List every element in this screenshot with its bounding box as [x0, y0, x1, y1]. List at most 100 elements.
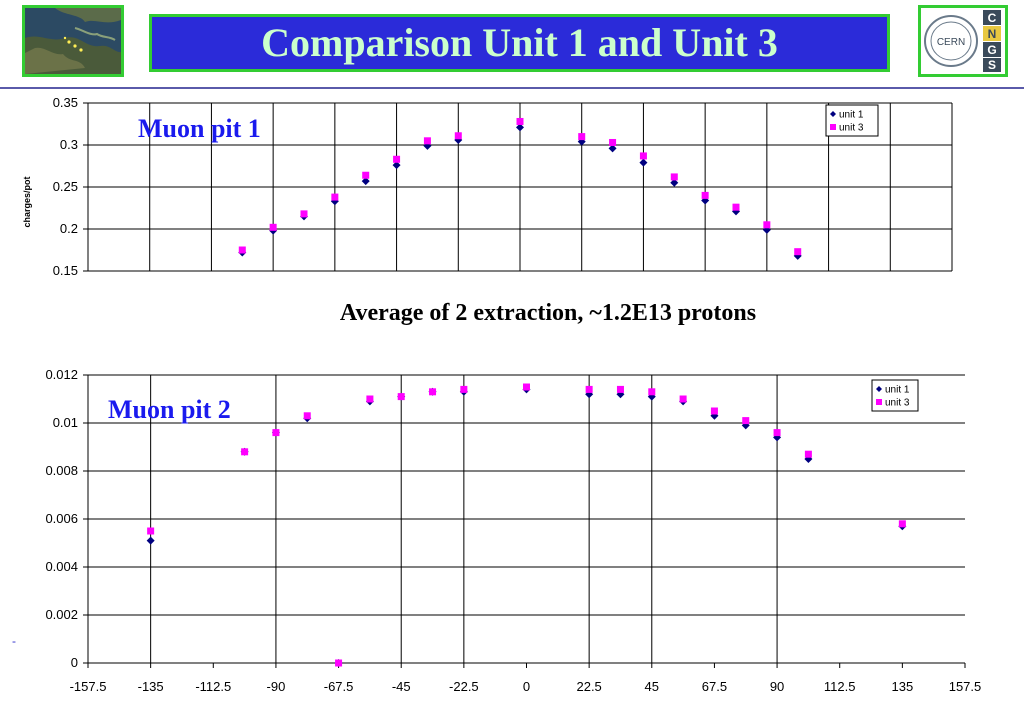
data-point-diamond: [670, 178, 679, 187]
data-point-square: [397, 393, 405, 401]
data-point-square: [794, 248, 802, 256]
y-tick-label: 0.01: [53, 415, 78, 430]
data-point-square: [804, 450, 812, 458]
data-point-square: [429, 388, 437, 396]
logo-letter-c: C: [988, 11, 997, 25]
data-point-diamond: [146, 536, 155, 545]
data-point-square: [585, 385, 593, 393]
data-point-square: [393, 155, 401, 163]
logo-letter-s: S: [988, 58, 996, 72]
y-tick-label: 0.35: [53, 95, 78, 110]
legend-box: [871, 379, 919, 412]
data-point-diamond: [361, 177, 370, 186]
x-tick-label: 157.5: [949, 679, 982, 694]
y-tick-label: 0: [71, 655, 78, 670]
y-tick-label: 0.006: [45, 511, 78, 526]
legend-entry: unit 3: [885, 398, 910, 409]
y-tick-label: 0.25: [53, 179, 78, 194]
y-tick-label: 0.15: [53, 263, 78, 278]
data-point-square: [516, 117, 524, 125]
data-point-square: [241, 448, 249, 456]
footer-mark: -: [12, 634, 16, 648]
legend-marker: [830, 111, 836, 117]
legend-box: [825, 104, 879, 137]
data-point-square: [147, 527, 155, 535]
chart-1: 0.35 0.3 0.25 0.2 0.15 charges/pot Muon pit 1 u…: [22, 95, 953, 278]
data-point-square: [742, 417, 750, 425]
series-unit-3: [147, 383, 906, 667]
data-point-diamond: [516, 123, 524, 132]
x-tick-label: -67.5: [324, 679, 354, 694]
y-tick-label: 0.012: [45, 367, 78, 382]
data-point-square: [679, 395, 687, 403]
x-tick-label: 22.5: [576, 679, 601, 694]
cern-logo-text: CERN: [937, 37, 965, 48]
data-point-square: [272, 429, 280, 437]
x-tick-label: 0: [523, 679, 530, 694]
y-tick-label: 0.004: [45, 559, 78, 574]
data-point-square: [523, 383, 530, 391]
y-tick-label: 0.3: [60, 137, 78, 152]
data-point-square: [303, 412, 311, 420]
legend: unit 1 unit 3: [825, 104, 879, 137]
legend-marker: [876, 399, 882, 405]
x-tick-label: -112.5: [195, 679, 231, 694]
x-tick-label: -45: [392, 679, 411, 694]
left-logo: [22, 5, 124, 77]
title-banner: Comparison Unit 1 and Unit 3: [149, 14, 890, 72]
x-tick-label: 90: [770, 679, 784, 694]
cern-cngs-logo-icon: CERN C N G S: [921, 8, 1005, 74]
data-point-square: [238, 246, 246, 254]
y-tick-label: 0.002: [45, 607, 78, 622]
x-tick-label: 112.5: [824, 679, 856, 694]
data-point-square: [331, 193, 339, 201]
data-point-square: [648, 388, 656, 396]
legend-entry: unit 3: [839, 123, 864, 134]
data-point-square: [616, 385, 624, 393]
data-point-square: [763, 221, 771, 229]
x-tick-label: 67.5: [702, 679, 727, 694]
logo-letter-g: G: [987, 43, 996, 57]
data-point-square: [454, 132, 462, 140]
data-point-diamond: [639, 158, 648, 167]
data-point-diamond: [608, 144, 617, 153]
x-tick-label: -90: [267, 679, 286, 694]
subtitle: Average of 2 extraction, ~1.2E13 protons: [339, 300, 757, 326]
data-point-square: [362, 171, 370, 179]
data-point-square: [335, 659, 343, 667]
data-point-square: [300, 210, 308, 218]
legend-marker: [830, 124, 836, 130]
chart-2: 0.012 0.01 0.008 0.006 0.004 0.002 0 -157.5 -135…: [45, 367, 981, 694]
x-tick-label: -135: [138, 679, 164, 694]
data-point-square: [269, 223, 277, 231]
x-tick-label: -22.5: [449, 679, 479, 694]
header-divider: [0, 87, 1024, 89]
data-point-square: [773, 429, 781, 437]
data-point-square: [366, 395, 374, 403]
logo-letter-n: N: [988, 27, 997, 41]
y-tick-label: 0.008: [45, 463, 78, 478]
data-point-square: [578, 133, 586, 141]
x-tick-label: -157.5: [70, 679, 107, 694]
data-point-square: [423, 137, 431, 145]
data-point-square: [710, 407, 718, 415]
chart-label: Muon pit 1: [138, 114, 261, 143]
data-point-square: [609, 138, 617, 146]
legend-entry: unit 1: [839, 110, 864, 121]
series-unit-1: [146, 385, 907, 667]
legend-marker: [876, 386, 882, 392]
page-title: Comparison Unit 1 and Unit 3: [261, 20, 778, 65]
series-unit-3: [238, 117, 802, 256]
data-point-diamond: [392, 161, 401, 170]
y-tick-label: 0.2: [60, 221, 78, 236]
data-point-square: [732, 203, 740, 211]
data-point-square: [460, 385, 468, 393]
legend-entry: unit 1: [885, 385, 910, 396]
europe-satellite-map-icon: [25, 8, 121, 74]
data-point-square: [639, 152, 647, 160]
data-point-square: [898, 520, 906, 528]
chart-label: Muon pit 2: [108, 395, 231, 424]
data-point-square: [670, 173, 678, 181]
x-tick-label: 45: [645, 679, 659, 694]
